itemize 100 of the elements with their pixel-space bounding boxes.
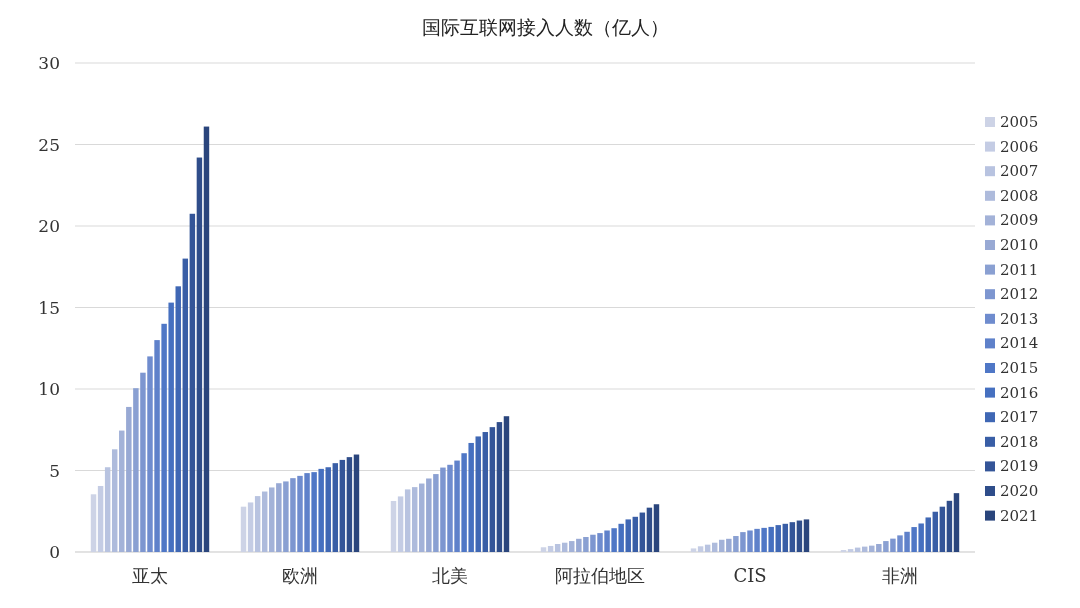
legend-label: 2014 xyxy=(1000,334,1039,353)
bar xyxy=(261,491,268,552)
y-tick-label: 10 xyxy=(38,379,60,399)
bar xyxy=(353,454,360,552)
bar xyxy=(782,523,789,552)
legend-label: 2020 xyxy=(1000,482,1039,500)
bar xyxy=(576,538,582,552)
y-tick-label: 5 xyxy=(49,460,60,481)
bar xyxy=(390,500,397,552)
bar xyxy=(346,457,353,552)
x-tick-label: 非洲 xyxy=(882,565,918,586)
legend-label: 2005 xyxy=(1000,113,1039,131)
bar xyxy=(290,478,296,552)
bar xyxy=(639,512,646,552)
legend-label: 2010 xyxy=(1000,236,1039,254)
chart-title: 国际互联网接入人数（亿人） xyxy=(421,16,669,38)
bar xyxy=(740,532,746,552)
bar xyxy=(339,459,346,552)
bar xyxy=(690,548,697,552)
bar xyxy=(203,126,210,552)
y-tick-label: 0 xyxy=(49,542,60,562)
bar xyxy=(196,157,203,552)
bar xyxy=(133,388,139,552)
bar xyxy=(411,487,418,552)
bar xyxy=(796,520,803,552)
legend-label: 2011 xyxy=(1000,260,1039,279)
bar xyxy=(475,436,481,552)
bar xyxy=(496,422,503,552)
bar xyxy=(883,541,889,552)
bar xyxy=(904,531,910,552)
bar xyxy=(719,539,725,552)
bar xyxy=(175,286,181,552)
bar xyxy=(803,519,810,552)
bar xyxy=(597,533,603,552)
bar xyxy=(240,506,247,552)
legend-label: 2016 xyxy=(1000,383,1039,402)
bar xyxy=(540,547,547,552)
y-tick-label: 15 xyxy=(38,297,60,318)
y-tick-label: 25 xyxy=(38,134,60,155)
bar xyxy=(332,463,339,552)
bar xyxy=(653,504,660,552)
bar xyxy=(569,541,575,552)
legend-label: 2019 xyxy=(1000,457,1039,476)
bar xyxy=(433,474,439,552)
bar xyxy=(182,258,189,552)
bar xyxy=(325,467,331,552)
legend-label: 2021 xyxy=(1000,506,1039,525)
x-tick-label: 阿拉伯地区 xyxy=(555,565,645,586)
bar xyxy=(304,473,310,552)
legend-label: 2017 xyxy=(1000,408,1039,427)
bar xyxy=(111,449,118,552)
bar xyxy=(283,481,289,552)
bar xyxy=(590,534,596,552)
bar xyxy=(775,525,781,552)
bar xyxy=(932,511,939,552)
x-tick-label: 亚太 xyxy=(132,565,168,586)
bar xyxy=(897,535,903,552)
bar xyxy=(697,546,704,552)
bar xyxy=(733,536,739,552)
bar xyxy=(440,467,446,552)
bar xyxy=(404,489,411,552)
bar xyxy=(847,549,854,552)
bar xyxy=(126,406,132,552)
legend-label: 2018 xyxy=(1000,432,1039,451)
bar xyxy=(454,460,460,552)
bar xyxy=(726,538,732,552)
bar xyxy=(189,213,196,552)
bar xyxy=(554,544,561,552)
bar xyxy=(925,517,931,552)
bar xyxy=(269,487,275,552)
bar xyxy=(447,464,453,552)
bar xyxy=(104,467,111,552)
legend-label: 2007 xyxy=(1000,162,1039,181)
legend-label: 2006 xyxy=(1000,137,1039,156)
bar xyxy=(747,530,753,552)
bar xyxy=(419,483,425,552)
y-tick-label: 20 xyxy=(38,216,60,236)
bar xyxy=(119,430,125,552)
bar xyxy=(426,478,432,552)
bar xyxy=(754,528,760,552)
bar xyxy=(890,538,896,552)
bar xyxy=(154,340,160,552)
bar xyxy=(547,545,554,552)
legend-label: 2012 xyxy=(1000,285,1039,304)
y-tick-label: 30 xyxy=(38,53,60,73)
bar xyxy=(876,544,882,552)
bar xyxy=(276,483,282,552)
bar xyxy=(254,496,261,552)
bar xyxy=(625,519,631,552)
bar xyxy=(489,427,496,552)
bar xyxy=(646,507,653,552)
bar xyxy=(939,506,946,552)
bar xyxy=(147,356,153,552)
bar xyxy=(789,522,796,552)
legend-label: 2009 xyxy=(1000,211,1039,230)
bar xyxy=(583,537,589,552)
bar xyxy=(297,475,303,552)
bar xyxy=(397,496,404,552)
bar xyxy=(140,372,146,552)
legend-label: 2013 xyxy=(1000,309,1039,328)
